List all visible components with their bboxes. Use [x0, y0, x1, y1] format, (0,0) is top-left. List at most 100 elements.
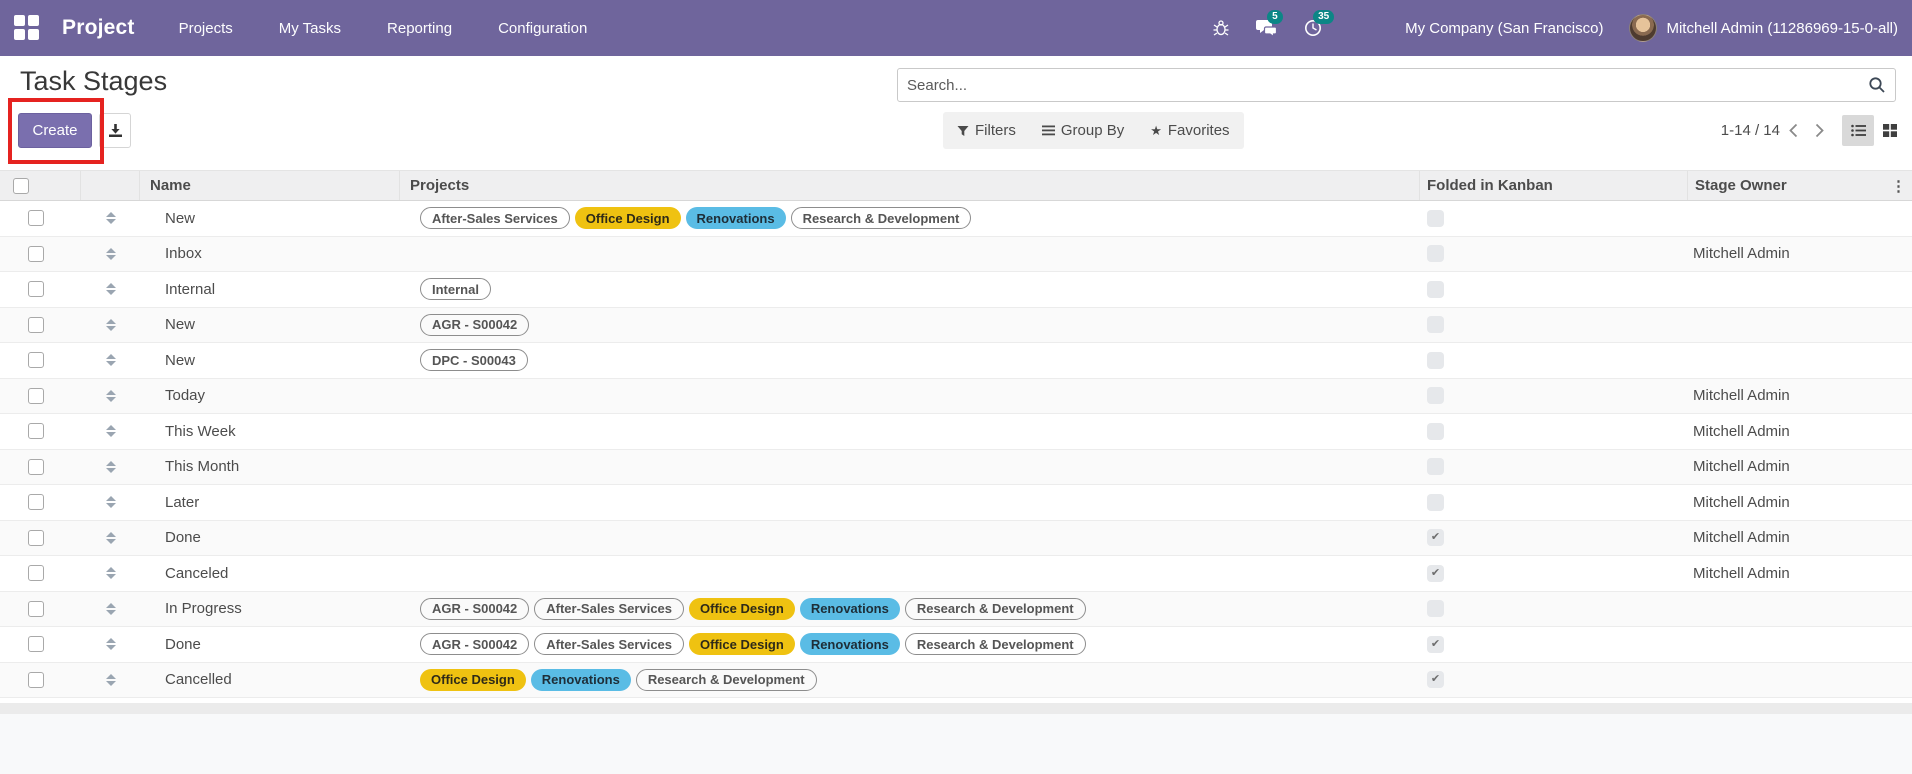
row-checkbox[interactable]: [28, 565, 44, 582]
top-navbar: Project Projects My Tasks Reporting Conf…: [0, 0, 1912, 56]
row-checkbox[interactable]: [28, 387, 44, 404]
table-row[interactable]: Later ✔ Mitchell Admin: [0, 485, 1912, 521]
table-row[interactable]: New DPC - S00043 ✔: [0, 343, 1912, 379]
drag-handle-icon[interactable]: [81, 379, 140, 414]
download-icon: [108, 124, 122, 137]
table-row[interactable]: Inbox ✔ Mitchell Admin: [0, 236, 1912, 272]
drag-handle-icon[interactable]: [81, 627, 140, 662]
project-tag: Research & Development: [904, 597, 1086, 620]
group-by-button[interactable]: Group By: [1041, 122, 1124, 139]
search-icon[interactable]: [1868, 76, 1886, 94]
favorites-button[interactable]: ★ Favorites: [1150, 122, 1230, 139]
folded-in-kanban-checkbox[interactable]: ✔: [1427, 458, 1444, 476]
folded-in-kanban-checkbox[interactable]: ✔: [1427, 422, 1444, 440]
drag-handle-icon[interactable]: [81, 521, 140, 556]
drag-handle-icon[interactable]: [81, 201, 140, 236]
table-row[interactable]: This Week ✔ Mitchell Admin: [0, 414, 1912, 450]
project-tags: After-Sales Services Office Design Renovat…: [400, 201, 1420, 236]
menu-projects[interactable]: Projects: [178, 19, 233, 37]
project-tag: DPC - S00043: [420, 349, 528, 372]
project-tags: [400, 237, 1420, 272]
search-input[interactable]: [897, 68, 1896, 102]
stage-name: New: [165, 351, 196, 369]
app-brand[interactable]: Project: [62, 16, 135, 39]
folded-in-kanban-checkbox[interactable]: ✔: [1427, 635, 1444, 653]
table-row[interactable]: New AGR - S00042 ✔: [0, 307, 1912, 343]
drag-handle-icon[interactable]: [81, 343, 140, 378]
table-row[interactable]: In Progress AGR - S00042 After-Sales Serv…: [0, 591, 1912, 627]
row-checkbox[interactable]: [28, 281, 44, 298]
project-tag: After-Sales Services: [420, 207, 570, 230]
drag-handle-icon[interactable]: [81, 450, 140, 485]
column-header-name[interactable]: Name: [140, 171, 400, 200]
table-row[interactable]: Internal Internal ✔: [0, 272, 1912, 308]
drag-handle-icon[interactable]: [81, 556, 140, 591]
table-row[interactable]: New After-Sales Services Office Design Ren…: [0, 201, 1912, 237]
table-row[interactable]: Cancelled Office Design Renovations Resear…: [0, 662, 1912, 698]
row-checkbox[interactable]: [28, 671, 44, 688]
menu-reporting[interactable]: Reporting: [387, 19, 453, 37]
user-avatar[interactable]: [1629, 14, 1658, 42]
drag-handle-icon[interactable]: [81, 485, 140, 520]
project-tags: [400, 379, 1420, 414]
row-checkbox[interactable]: [28, 458, 44, 475]
activities-clock-icon[interactable]: 35: [1301, 10, 1335, 40]
table-row[interactable]: Done ✔ Mitchell Admin: [0, 520, 1912, 556]
column-header-folded[interactable]: Folded in Kanban: [1420, 171, 1688, 200]
folded-in-kanban-checkbox[interactable]: ✔: [1427, 387, 1444, 405]
drag-handle-icon[interactable]: [81, 663, 140, 698]
optional-columns-icon[interactable]: ⋮: [1891, 177, 1906, 195]
pager-next-button[interactable]: [1806, 116, 1832, 146]
check-icon: ✔: [1430, 566, 1441, 579]
table-row[interactable]: Canceled ✔ Mitchell Admin: [0, 556, 1912, 592]
messages-icon[interactable]: 5: [1255, 10, 1283, 40]
apps-menu-icon[interactable]: [14, 15, 40, 41]
list-view-button[interactable]: [1842, 115, 1874, 146]
folded-in-kanban-checkbox[interactable]: ✔: [1427, 351, 1444, 369]
column-header-owner[interactable]: Stage Owner: [1695, 177, 1787, 194]
company-switcher[interactable]: My Company (San Francisco): [1405, 19, 1604, 37]
filters-button[interactable]: Filters: [957, 122, 1016, 139]
folded-in-kanban-checkbox[interactable]: ✔: [1427, 671, 1444, 689]
menu-my-tasks[interactable]: My Tasks: [278, 19, 342, 37]
folded-in-kanban-checkbox[interactable]: ✔: [1427, 564, 1444, 582]
folded-in-kanban-checkbox[interactable]: ✔: [1427, 529, 1444, 547]
folded-in-kanban-checkbox[interactable]: ✔: [1427, 245, 1444, 263]
folded-in-kanban-checkbox[interactable]: ✔: [1427, 280, 1444, 298]
row-checkbox[interactable]: [28, 600, 44, 617]
row-checkbox[interactable]: [28, 210, 44, 227]
stage-owner: Mitchell Admin: [1693, 387, 1790, 405]
row-checkbox[interactable]: [28, 494, 44, 511]
drag-handle-icon[interactable]: [81, 237, 140, 272]
menu-configuration[interactable]: Configuration: [498, 19, 588, 37]
row-checkbox[interactable]: [28, 636, 44, 653]
drag-handle-icon[interactable]: [81, 272, 140, 307]
check-icon: ✔: [1430, 673, 1441, 686]
folded-in-kanban-checkbox[interactable]: ✔: [1427, 600, 1444, 618]
table-row[interactable]: Done AGR - S00042 After-Sales Services Off…: [0, 627, 1912, 663]
drag-handle-icon[interactable]: [81, 592, 140, 627]
export-download-button[interactable]: [99, 113, 131, 148]
filter-funnel-icon: [957, 125, 969, 136]
table-row[interactable]: This Month ✔ Mitchell Admin: [0, 449, 1912, 485]
create-button[interactable]: Create: [18, 113, 92, 148]
stage-owner: Mitchell Admin: [1693, 245, 1790, 263]
folded-in-kanban-checkbox[interactable]: ✔: [1427, 493, 1444, 511]
table-row[interactable]: Today ✔ Mitchell Admin: [0, 378, 1912, 414]
select-all-checkbox[interactable]: [13, 177, 29, 194]
debug-bug-icon[interactable]: [1209, 16, 1233, 40]
drag-handle-icon[interactable]: [81, 308, 140, 343]
pager-range: 1-14 / 14: [1720, 122, 1780, 139]
row-checkbox[interactable]: [28, 529, 44, 546]
folded-in-kanban-checkbox[interactable]: ✔: [1427, 316, 1444, 334]
row-checkbox[interactable]: [28, 352, 44, 369]
drag-handle-icon[interactable]: [81, 414, 140, 449]
pager-previous-button[interactable]: [1780, 116, 1806, 146]
row-checkbox[interactable]: [28, 316, 44, 333]
kanban-view-button[interactable]: [1874, 115, 1906, 146]
folded-in-kanban-checkbox[interactable]: ✔: [1427, 209, 1444, 227]
row-checkbox[interactable]: [28, 423, 44, 440]
user-menu[interactable]: Mitchell Admin (11286969-15-0-all): [1666, 19, 1898, 37]
row-checkbox[interactable]: [28, 245, 44, 262]
column-header-projects[interactable]: Projects: [400, 171, 1420, 200]
